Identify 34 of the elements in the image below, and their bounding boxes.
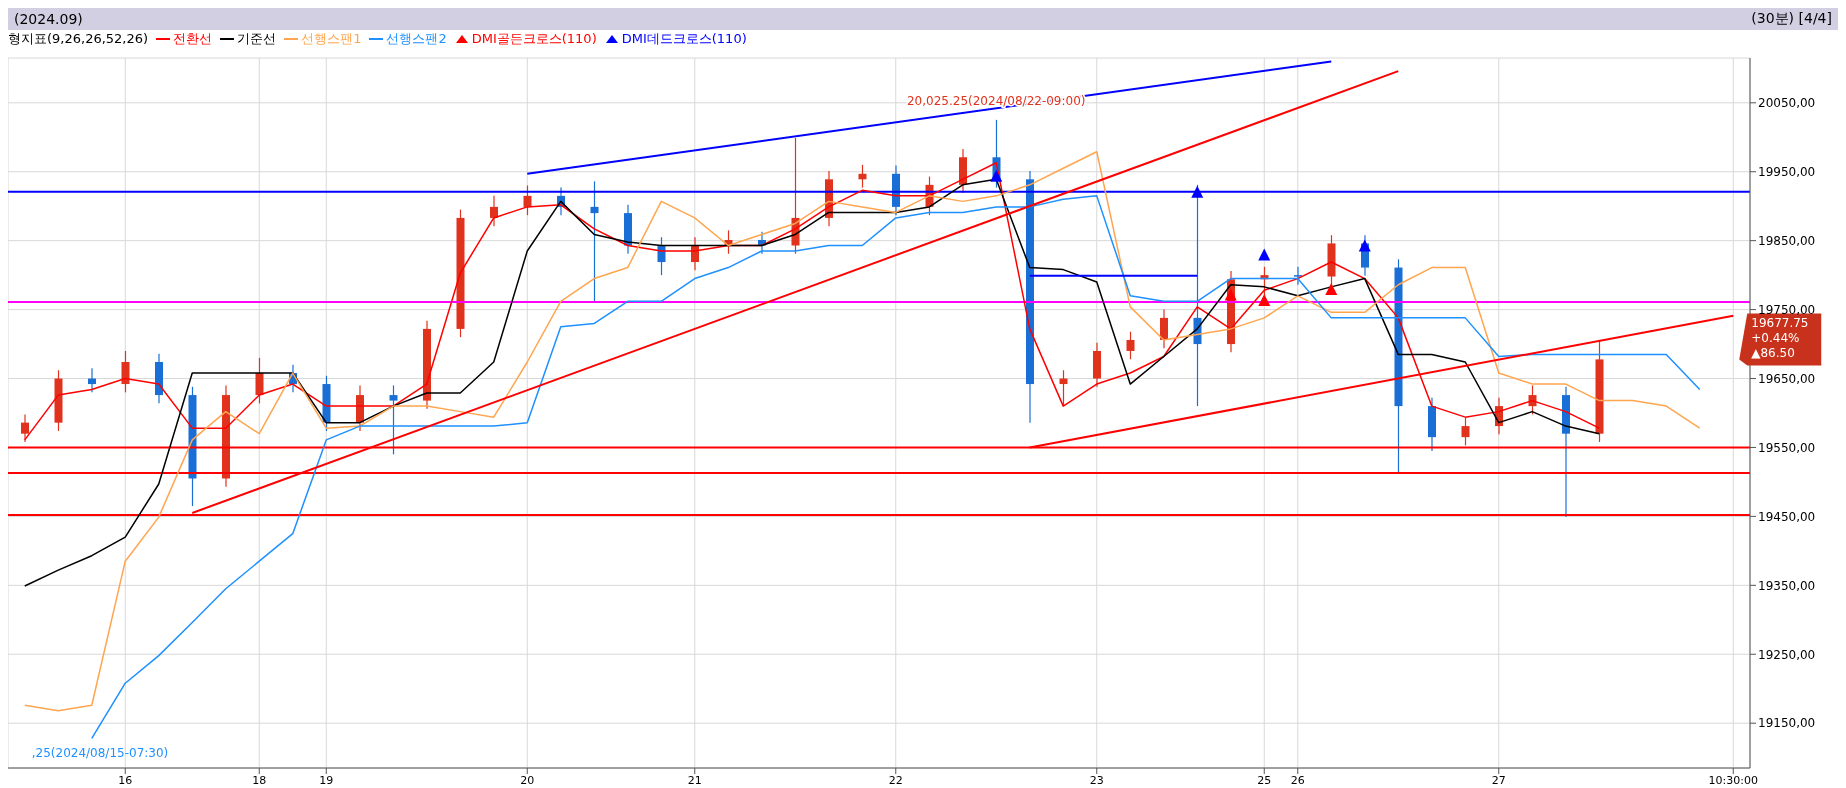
- x-tick-label: 21: [687, 773, 702, 787]
- legend-label: 전환선: [172, 30, 213, 48]
- legend-label: DMI골든크로스(110): [470, 30, 597, 48]
- x-tick-label: 20: [520, 773, 535, 787]
- y-tick-label: 19250,00: [1758, 647, 1816, 662]
- y-tick-label: 19950,00: [1758, 165, 1816, 179]
- y-tick-label: 19350,00: [1758, 578, 1816, 593]
- legend-label: 기준선: [236, 30, 277, 48]
- text: 19677.75: [1751, 316, 1809, 331]
- legend-title: 형지표(9,26,26,52,26): [8, 30, 149, 48]
- x-tick-label: 27: [1491, 773, 1506, 787]
- text: (30분) [4/4]: [1751, 10, 1832, 28]
- x-tick-label: 10:30:00: [1708, 773, 1758, 787]
- legend-label: 선행스팬1: [300, 30, 362, 48]
- x-tick-label: 19: [319, 773, 334, 787]
- y-tick-label: 19850,00: [1758, 233, 1816, 248]
- x-tick-label: 25: [1257, 773, 1272, 787]
- chart-title: (2024.09): [14, 11, 83, 27]
- x-tick-label: 23: [1089, 773, 1104, 787]
- y-tick-label: 20050,00: [1758, 96, 1816, 111]
- x-tick-label: 18: [252, 773, 267, 787]
- text: ▲86.50: [1751, 346, 1795, 361]
- y-tick-label: 19650,00: [1758, 371, 1816, 386]
- annotation: ,25(2024/08/15-07:30): [31, 746, 169, 760]
- text: +0.44%: [1751, 331, 1800, 346]
- y-tick-label: 19450,00: [1758, 509, 1816, 524]
- x-tick-label: 22: [888, 773, 903, 787]
- y-tick-label: 19750,00: [1758, 302, 1816, 317]
- legend-label: 선행스팬2: [385, 30, 447, 48]
- x-tick-label: 26: [1290, 773, 1305, 787]
- y-tick-label: 19550,00: [1758, 440, 1816, 455]
- y-tick-label: 19150,00: [1758, 716, 1816, 731]
- x-tick-label: 16: [118, 773, 133, 787]
- legend-label: DMI데드크로스(110): [620, 30, 747, 48]
